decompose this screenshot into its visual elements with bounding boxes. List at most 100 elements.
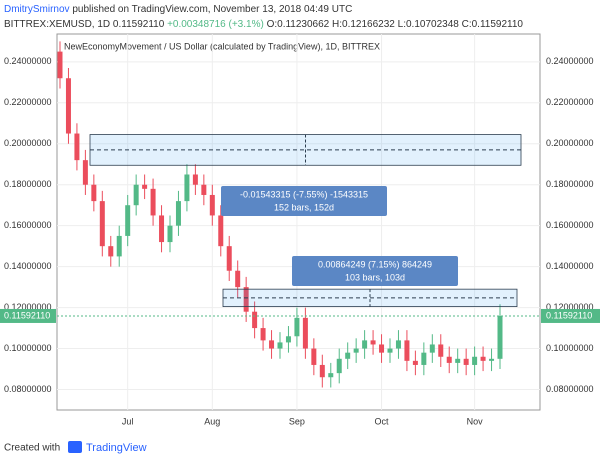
candle-body	[285, 336, 291, 343]
x-tick-label: Nov	[467, 416, 484, 426]
measure-label-box	[292, 256, 458, 286]
x-tick-label: Jul	[122, 416, 134, 426]
measure-label: -0.01543315 (-7.55%) -1543315	[240, 189, 368, 199]
candle-body	[472, 356, 478, 365]
candle-body	[379, 344, 385, 353]
candle-body	[345, 352, 351, 359]
symbol-line: BITTREX:XEMUSD, 1D 0.11592110 +0.0034871…	[4, 19, 523, 30]
change: +0.00348716 (+3.1%)	[167, 19, 264, 30]
y-tick-label: 0.20000000	[4, 138, 52, 148]
price-tag-left	[0, 308, 56, 323]
candle-body	[455, 358, 461, 363]
candle-body	[201, 184, 207, 195]
candle-body	[209, 194, 215, 216]
candle-body	[277, 342, 283, 349]
candle-body	[57, 51, 63, 79]
candle-body	[497, 315, 503, 359]
y-tick-label-right: 0.18000000	[546, 179, 594, 189]
candle-body	[99, 201, 105, 247]
candle-body	[328, 373, 334, 378]
candle-body	[336, 358, 342, 374]
measure-label: 152 bars, 152d	[274, 202, 334, 212]
published: published on TradingView.com, November 1…	[72, 4, 352, 15]
candle-body	[125, 205, 131, 236]
measure-label-box	[221, 186, 387, 216]
candle-body	[429, 344, 435, 353]
price-tag-label: 0.11592110	[4, 310, 50, 320]
candle-body	[175, 201, 181, 226]
candle-body	[480, 356, 486, 361]
plot-frame	[56, 33, 541, 411]
candle-body	[319, 364, 325, 378]
candle-body	[218, 215, 224, 247]
candle-body	[463, 358, 469, 365]
x-tick-label: Oct	[375, 416, 390, 426]
y-tick-label-right: 0.16000000	[546, 220, 594, 230]
y-tick-label-right: 0.24000000	[546, 56, 594, 66]
candle-body	[446, 356, 452, 363]
candle-body	[150, 188, 156, 216]
candle-body	[294, 317, 300, 337]
ohlc-high: H:0.12166232	[332, 19, 395, 30]
candle-body	[116, 235, 122, 257]
candle-body	[362, 340, 368, 349]
candle-body	[387, 348, 393, 353]
candle-body	[421, 352, 427, 365]
candle-body	[243, 287, 249, 312]
candle-body	[311, 348, 317, 365]
ohlc-open: O:0.11230662	[267, 19, 330, 30]
candle-body	[395, 340, 401, 349]
y-tick-label: 0.14000000	[4, 261, 52, 271]
measure-label: 103 bars, 103d	[345, 272, 405, 282]
candle-body	[235, 270, 241, 288]
candle-body	[438, 344, 444, 357]
price-tag-label-right: 0.11592110	[546, 310, 592, 320]
y-tick-label: 0.22000000	[4, 97, 52, 107]
y-tick-label-right: 0.08000000	[546, 384, 594, 394]
candle-body	[108, 246, 114, 257]
y-tick-label: 0.16000000	[4, 220, 52, 230]
candle-body	[65, 78, 71, 134]
y-tick-label: 0.08000000	[4, 384, 52, 394]
chart-title: NewEconomyMovement / US Dollar (calculat…	[64, 41, 380, 51]
candle-body	[412, 360, 418, 365]
measure-label: 0.00864249 (7.15%) 864249	[318, 259, 432, 269]
symbol: BITTREX:XEMUSD, 1D	[4, 19, 110, 30]
y-tick-label-right: 0.22000000	[546, 97, 594, 107]
candle-body	[142, 184, 148, 189]
candle-body	[184, 174, 190, 202]
y-tick-label-right: 0.10000000	[546, 343, 594, 353]
y-tick-label: 0.18000000	[4, 179, 52, 189]
logo	[68, 441, 82, 453]
y-tick-label-right: 0.12000000	[546, 302, 594, 312]
candle-body	[252, 311, 258, 329]
candle-body	[133, 184, 139, 206]
y-tick-label-right: 0.20000000	[546, 138, 594, 148]
footer-created: Created with	[4, 443, 60, 454]
candle-body	[159, 215, 165, 243]
candle-body	[260, 328, 266, 341]
y-tick-label: 0.12000000	[4, 302, 52, 312]
x-tick-label: Sep	[289, 416, 305, 426]
header-line: DmitrySmirnov published on TradingView.c…	[4, 4, 352, 15]
candle-body	[302, 317, 308, 349]
ohlc-low: L:0.10702348	[398, 19, 460, 30]
y-tick-label: 0.24000000	[4, 56, 52, 66]
candle-body	[226, 246, 232, 271]
candle-body	[404, 340, 410, 361]
candle-body	[192, 174, 198, 185]
candle-body	[269, 340, 275, 349]
candle-body	[489, 358, 495, 361]
y-tick-label: 0.10000000	[4, 343, 52, 353]
candle-body	[91, 184, 97, 202]
candle-body	[370, 340, 376, 345]
candle-body	[167, 225, 173, 243]
price-tag-right	[541, 308, 600, 323]
last: 0.11592110	[113, 19, 165, 30]
ohlc-close: C:0.11592110	[462, 19, 524, 30]
candle-body	[82, 160, 88, 185]
candle-body	[74, 133, 80, 161]
footer-brand: TradingView	[86, 442, 147, 454]
candle-body	[353, 348, 359, 353]
x-tick-label: Aug	[204, 416, 220, 426]
